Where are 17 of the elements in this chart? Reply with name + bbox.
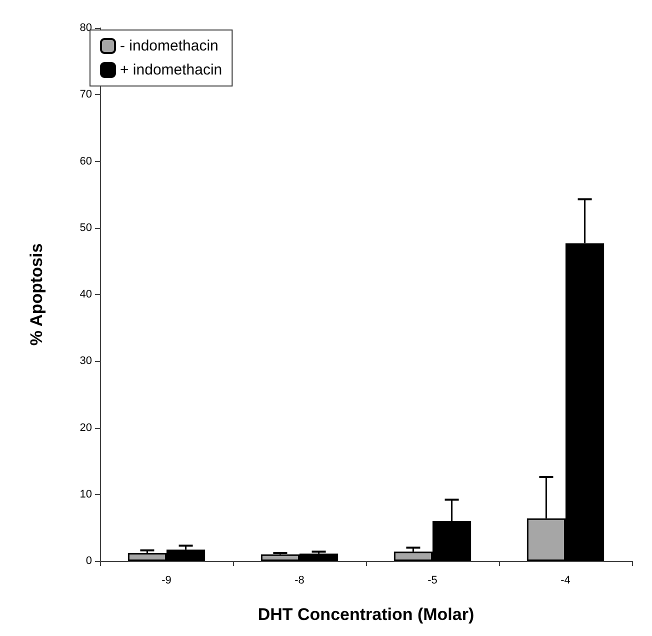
x-axis-title: DHT Concentration (Molar) (258, 605, 474, 624)
y-tick-label: 50 (80, 222, 92, 234)
y-tick-label: 60 (80, 155, 92, 168)
x-tick-label: -4 (560, 574, 570, 586)
legend-label: - indomethacin (120, 38, 218, 54)
x-tick-label: -8 (294, 574, 304, 586)
x-tick-label: -5 (428, 574, 438, 586)
x-tick-label: -9 (162, 574, 172, 586)
y-tick-label: 40 (80, 288, 92, 300)
y-tick-label: 30 (80, 355, 92, 368)
y-tick-label: 0 (86, 555, 92, 567)
y-tick-label: 80 (80, 22, 92, 34)
y-tick-label: 70 (80, 88, 92, 101)
y-axis-title: % Apoptosis (27, 243, 46, 346)
y-tick-label: 10 (80, 488, 92, 500)
y-tick-label: 20 (80, 422, 92, 434)
legend-label: + indomethacin (120, 62, 222, 78)
